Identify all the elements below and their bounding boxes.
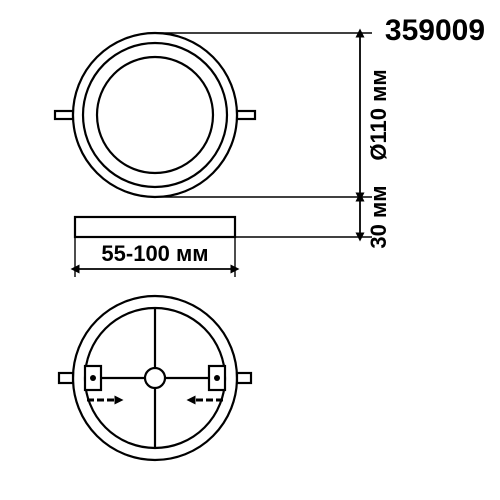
top-view xyxy=(55,33,255,197)
bottom-view xyxy=(59,296,251,460)
technical-drawing: 359009 Ø110 мм 30 мм 55-100 мм xyxy=(0,0,500,500)
diameter-label: Ø110 мм xyxy=(366,69,391,160)
side-view xyxy=(75,217,235,237)
cutout-label: 55-100 мм xyxy=(101,241,208,266)
part-number: 359009 xyxy=(385,14,485,47)
depth-label: 30 мм xyxy=(366,185,391,248)
